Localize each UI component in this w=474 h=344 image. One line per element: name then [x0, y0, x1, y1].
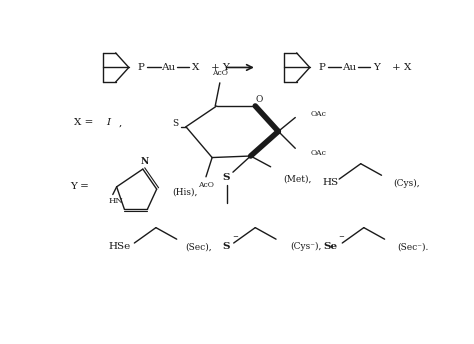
Text: AcO: AcO — [198, 181, 214, 189]
Text: + Y: + Y — [210, 63, 229, 72]
Text: (Sec),: (Sec), — [185, 243, 212, 251]
Text: −: − — [338, 233, 344, 241]
Text: S: S — [222, 243, 229, 251]
Text: Au: Au — [342, 63, 356, 72]
Text: Y: Y — [373, 63, 380, 72]
Text: Au: Au — [161, 63, 175, 72]
Text: HSe: HSe — [108, 243, 130, 251]
Text: AcO: AcO — [212, 69, 228, 77]
Text: X: X — [191, 63, 199, 72]
Text: X =: X = — [74, 118, 94, 127]
Text: (Cys⁻),: (Cys⁻), — [290, 242, 321, 251]
Text: (Cys),: (Cys), — [393, 179, 419, 187]
Text: Y =: Y = — [70, 182, 89, 191]
Text: P: P — [138, 63, 145, 72]
Text: (His),: (His), — [172, 188, 198, 197]
Text: OAc: OAc — [310, 110, 327, 118]
Text: P: P — [319, 63, 326, 72]
Text: OAc: OAc — [310, 149, 327, 157]
Text: ,: , — [119, 118, 122, 127]
Text: N: N — [140, 157, 148, 166]
Text: I: I — [106, 118, 110, 127]
Text: HS: HS — [322, 179, 338, 187]
Text: S: S — [222, 173, 230, 182]
Text: + X: + X — [392, 63, 411, 72]
Text: (Met),: (Met), — [284, 175, 312, 184]
Text: −: − — [232, 233, 238, 241]
Text: O: O — [255, 95, 263, 104]
Text: HN: HN — [109, 197, 124, 205]
Text: Se: Se — [324, 243, 338, 251]
Text: (Sec⁻).: (Sec⁻). — [398, 243, 429, 251]
Text: S: S — [172, 119, 178, 128]
